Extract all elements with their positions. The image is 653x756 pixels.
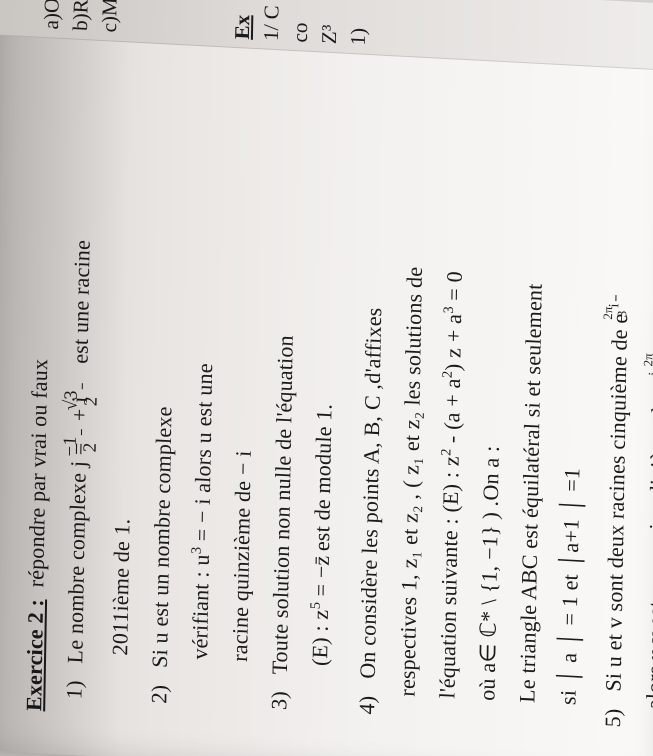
opt-a: a)O: [38, 0, 64, 38]
q3-eq-a: (E) : z: [306, 609, 332, 667]
q2-number: 2): [141, 673, 176, 705]
question-1: 1) Le nombre complexe j = −1 2 + i √3 2 …: [57, 16, 108, 714]
question-4: 4) On considère les points A, B, C ,d'af…: [349, 32, 395, 730]
q3-eq-d: est de module 1.: [308, 403, 336, 557]
q5-exp2: i2π3: [646, 348, 653, 376]
q2-l2b: = − i alors u est une: [188, 363, 216, 548]
q5-number: 5): [595, 696, 630, 728]
opt-b: b)R: [67, 0, 93, 39]
exercise-heading: Exercice 2 : répondre par vrai ou faux: [17, 14, 63, 712]
q1-tail: est une racine: [67, 239, 94, 364]
q2-l3: racine quinzième de − i: [221, 25, 267, 723]
exercise-content: Exercice 2 : répondre par vrai ou faux 1…: [0, 0, 653, 756]
q2-exp3: 3: [188, 546, 204, 554]
exercise-title: Exercice 2 :: [21, 598, 48, 711]
q3-zbar: z̄: [308, 556, 333, 566]
q4-l2: respectives 1, z₁ et z₂ , ( z₁ et z₂ les…: [390, 34, 436, 732]
rs-z3: Z³: [316, 0, 342, 53]
exercise-instruction: répondre par vrai ou faux: [23, 358, 52, 588]
q3-eq: (E) : z5 = −z̄ est de module 1.: [301, 29, 347, 727]
q5-exp1: i2π3: [606, 293, 622, 308]
question-2: 2) Si u est un nombre complexe: [141, 21, 187, 719]
q1-frac2: √3 2: [62, 382, 100, 390]
rs-ex: Ex: [229, 0, 255, 48]
q4-l4: où a∈ ℂ* \ {1, −1} ) .On a :: [470, 38, 516, 736]
question-3: 3) Toute solution non nulle de l'équatio…: [261, 27, 307, 725]
q4-z2: 2: [438, 448, 454, 456]
paper-sheet: Exercice 2 : répondre par vrai ou faux 1…: [0, 0, 653, 756]
q5-l1a: Si u et v sont deux racines cinquième de…: [600, 313, 632, 692]
q5-exp1-n: 2π: [602, 295, 616, 302]
q2-l2a: vérifiant : u: [186, 554, 213, 661]
question-5: 5) Si u et v sont deux racines cinquième…: [594, 44, 641, 742]
rs-co: co: [287, 0, 313, 51]
q1-lead: Le nombre complexe j =: [62, 442, 91, 664]
rs-one: 1): [345, 0, 371, 54]
q4-l6: si │ a │ = 1 et │a+1 │ =1: [550, 42, 596, 740]
q5-exp2-n: 2π: [641, 350, 653, 370]
q4-a2: 2: [439, 370, 455, 378]
q1-number: 1): [57, 668, 92, 700]
q1-frac1-d: 2: [81, 429, 100, 436]
q4-l3: l'équation suivante : (E) : z2 - (a + a2…: [430, 36, 476, 734]
q4-l3d: = 0: [441, 271, 467, 308]
q2-l2: vérifiant : u3 = − i alors u est une: [181, 23, 227, 721]
q5-l2a: alors u.v est une racine dixième de e: [640, 381, 653, 710]
photo-stage: Exercice 2 : répondre par vrai ou faux 1…: [0, 0, 653, 756]
q1-line2: 2011ième de 1.: [101, 19, 147, 717]
gap: [125, 0, 226, 46]
q4-l5: Le triangle ABC est équilatéral si et se…: [510, 40, 556, 738]
rs-l1: 1/ C: [258, 0, 284, 49]
q5-exp1-d: 3: [615, 295, 628, 302]
q4-l1: On considère les points A, B, C ,d'affix…: [354, 307, 385, 680]
q1-frac1: −1 2: [62, 428, 100, 436]
q4-l3c: ) z + a: [440, 313, 466, 371]
q4-l3b: - (a + a: [439, 378, 465, 450]
opt-c: c)M: [96, 0, 122, 41]
q4-a3: 3: [441, 306, 457, 314]
q3-eq-b: = −: [308, 565, 334, 603]
q3-number: 3): [262, 679, 297, 711]
q3-l1: Toute solution non nulle de l'équation: [266, 334, 297, 675]
q1-frac2-n: √3: [62, 382, 82, 389]
q3-exp5: 5: [307, 601, 323, 609]
q2-l1: Si u est un nombre complexe: [146, 406, 176, 669]
q4-number: 4): [350, 683, 385, 715]
q1-frac1-n: −1: [62, 428, 82, 435]
q1-frac2-d: 2: [82, 383, 101, 390]
q4-l3a: l'équation suivante : (E) : z: [434, 455, 463, 699]
